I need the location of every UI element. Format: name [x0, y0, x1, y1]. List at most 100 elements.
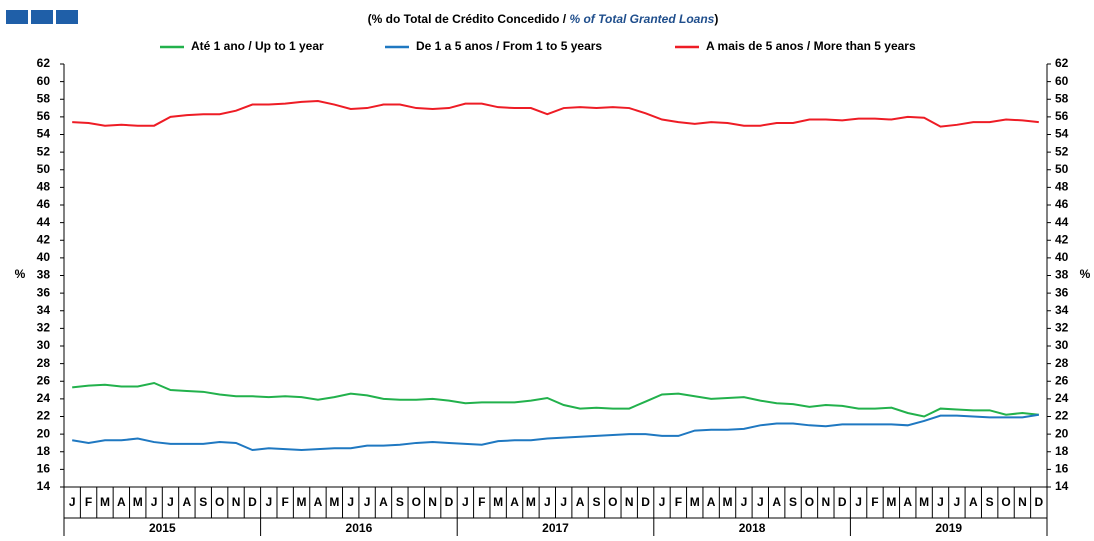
- x-tick-label: J: [560, 495, 567, 509]
- y2-tick-label: 40: [1055, 250, 1069, 264]
- title-en: % of Total Granted Loans: [569, 12, 714, 26]
- x-tick-label: M: [886, 495, 896, 509]
- y2-tick-label: 28: [1055, 356, 1069, 370]
- y-tick-label: 52: [37, 144, 51, 158]
- y-tick-label: 62: [37, 56, 51, 70]
- y-tick-label: 44: [37, 215, 51, 229]
- x-tick-label: O: [608, 495, 617, 509]
- y2-tick-label: 48: [1055, 180, 1069, 194]
- y2-tick-label: 34: [1055, 303, 1069, 317]
- y2-tick-label: 56: [1055, 109, 1069, 123]
- legend-label: Até 1 ano / Up to 1 year: [191, 39, 324, 53]
- x-tick-label: A: [117, 495, 126, 509]
- y2-tick-label: 50: [1055, 162, 1069, 176]
- x-tick-label: A: [510, 495, 519, 509]
- year-label: 2018: [739, 521, 766, 535]
- y2-tick-label: 22: [1055, 409, 1069, 423]
- y2-tick-label: 24: [1055, 391, 1069, 405]
- x-tick-label: J: [462, 495, 469, 509]
- x-tick-label: N: [625, 495, 634, 509]
- x-tick-label: M: [723, 495, 733, 509]
- year-label: 2015: [149, 521, 176, 535]
- x-tick-label: A: [772, 495, 781, 509]
- y2-tick-label: 38: [1055, 268, 1069, 282]
- x-tick-label: S: [592, 495, 600, 509]
- x-tick-label: M: [493, 495, 503, 509]
- title-pt: (% do Total de Crédito Concedido /: [368, 12, 570, 26]
- x-tick-label: J: [855, 495, 862, 509]
- x-tick-label: S: [199, 495, 207, 509]
- y2-tick-label: 16: [1055, 462, 1069, 476]
- legend-label: De 1 a 5 anos / From 1 to 5 years: [416, 39, 602, 53]
- x-tick-label: A: [903, 495, 912, 509]
- year-label: 2019: [935, 521, 962, 535]
- x-tick-label: J: [757, 495, 764, 509]
- y2-tick-label: 36: [1055, 285, 1069, 299]
- x-tick-label: O: [1001, 495, 1010, 509]
- y-tick-label: 58: [37, 91, 51, 105]
- year-label: 2016: [346, 521, 373, 535]
- y-tick-label: 36: [37, 285, 51, 299]
- x-tick-label: M: [526, 495, 536, 509]
- x-tick-label: A: [969, 495, 978, 509]
- x-tick-label: J: [167, 495, 174, 509]
- x-tick-label: D: [248, 495, 257, 509]
- x-tick-label: D: [838, 495, 847, 509]
- x-tick-label: M: [690, 495, 700, 509]
- x-tick-label: M: [329, 495, 339, 509]
- x-tick-label: M: [100, 495, 110, 509]
- y-tick-label: 32: [37, 321, 51, 335]
- y2-tick-label: 14: [1055, 479, 1069, 493]
- series-line: [72, 413, 1039, 452]
- x-tick-label: N: [232, 495, 241, 509]
- y2-tick-label: 46: [1055, 197, 1069, 211]
- x-tick-label: J: [69, 495, 76, 509]
- x-tick-label: F: [675, 495, 682, 509]
- x-tick-label: J: [659, 495, 666, 509]
- x-tick-label: F: [478, 495, 485, 509]
- y-tick-label: 56: [37, 109, 51, 123]
- y2-tick-label: 20: [1055, 426, 1069, 440]
- x-tick-label: F: [282, 495, 289, 509]
- y2-tick-label: 60: [1055, 74, 1069, 88]
- y-tick-label: 24: [37, 391, 51, 405]
- y-tick-label: 14: [37, 479, 51, 493]
- x-tick-label: O: [805, 495, 814, 509]
- x-tick-label: J: [364, 495, 371, 509]
- x-tick-label: J: [347, 495, 354, 509]
- x-tick-label: A: [183, 495, 192, 509]
- y-tick-label: 40: [37, 250, 51, 264]
- y2-tick-label: 44: [1055, 215, 1069, 229]
- y-tick-label: 60: [37, 74, 51, 88]
- y2-tick-label: 42: [1055, 232, 1069, 246]
- y2-tick-label: 32: [1055, 321, 1069, 335]
- x-tick-label: J: [741, 495, 748, 509]
- x-tick-label: N: [1018, 495, 1027, 509]
- y2-tick-label: 62: [1055, 56, 1069, 70]
- x-tick-label: A: [707, 495, 716, 509]
- x-tick-label: D: [1034, 495, 1043, 509]
- x-tick-label: F: [871, 495, 878, 509]
- title-end: ): [714, 12, 718, 26]
- x-tick-label: F: [85, 495, 92, 509]
- x-tick-label: M: [133, 495, 143, 509]
- y-tick-label: 22: [37, 409, 51, 423]
- y-tick-label: 26: [37, 373, 51, 387]
- y2-tick-label: 58: [1055, 91, 1069, 105]
- series-line: [72, 381, 1039, 418]
- y2-tick-label: 26: [1055, 373, 1069, 387]
- year-label: 2017: [542, 521, 569, 535]
- logo-block: [31, 10, 53, 24]
- y-tick-label: 48: [37, 180, 51, 194]
- y-tick-label: 20: [37, 426, 51, 440]
- x-tick-label: S: [396, 495, 404, 509]
- x-tick-label: M: [297, 495, 307, 509]
- x-tick-label: A: [314, 495, 323, 509]
- y2-axis-label: %: [1080, 267, 1091, 281]
- y-tick-label: 30: [37, 338, 51, 352]
- y2-tick-label: 18: [1055, 444, 1069, 458]
- x-tick-label: M: [919, 495, 929, 509]
- x-tick-label: J: [151, 495, 158, 509]
- x-tick-label: A: [379, 495, 388, 509]
- y2-tick-label: 30: [1055, 338, 1069, 352]
